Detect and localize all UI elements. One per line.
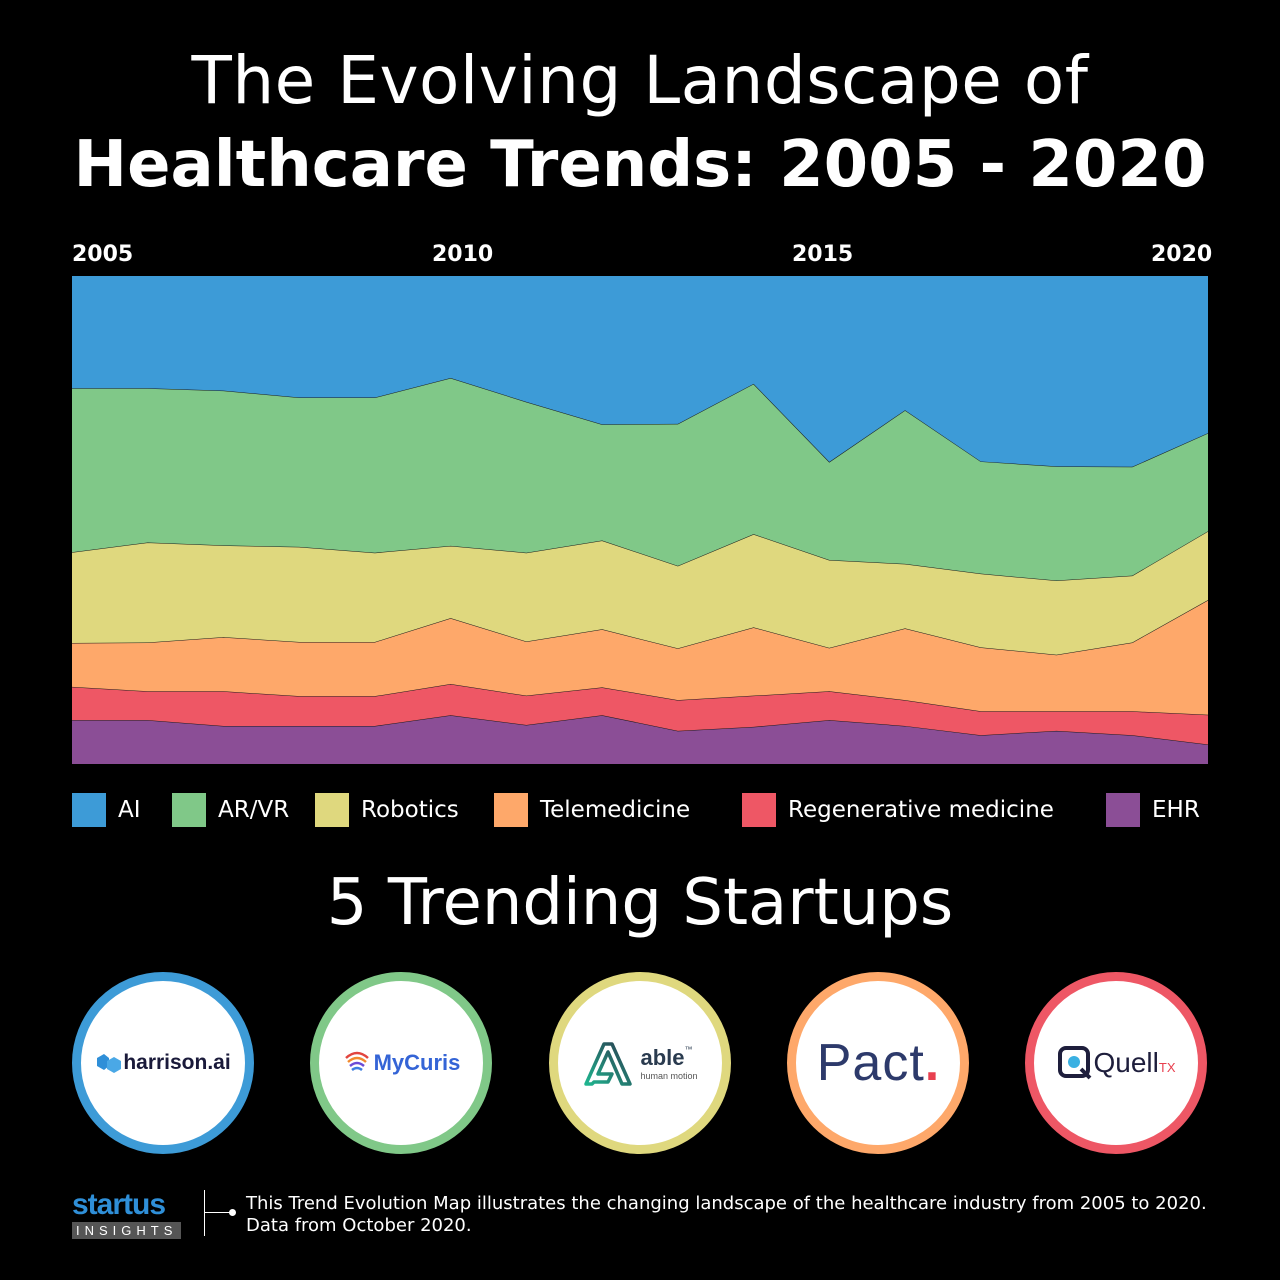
legend-label-ai: AI bbox=[118, 797, 141, 823]
quelltx-logo-icon bbox=[1057, 1046, 1091, 1080]
legend-item-arvr: AR/VR bbox=[172, 792, 289, 828]
able-logo-trademark: ™ bbox=[684, 1045, 693, 1054]
footer-description-line-2: Data from October 2020. bbox=[246, 1215, 472, 1236]
able-logo-icon bbox=[584, 1042, 633, 1086]
area-series-ar-vr bbox=[72, 377, 1208, 581]
legend-swatch-ai bbox=[72, 793, 106, 827]
startup-able[interactable]: able™ human motion bbox=[549, 972, 731, 1154]
legend-swatch-ehr bbox=[1106, 793, 1140, 827]
quelltx-logo-suffix: TX bbox=[1158, 1060, 1176, 1075]
legend-item-ehr: EHR bbox=[1106, 792, 1200, 828]
boundary-line-ar-vr bbox=[72, 377, 1208, 468]
stacked-area-chart bbox=[72, 276, 1208, 764]
legend-swatch-telemedicine bbox=[494, 793, 528, 827]
startup-harrison-ai[interactable]: harrison.ai bbox=[72, 972, 254, 1154]
mycuris-logo-icon bbox=[344, 1051, 369, 1072]
title-line-1: The Evolving Landscape of bbox=[191, 42, 1089, 119]
footer-brand-sub: INSIGHTS bbox=[72, 1222, 182, 1239]
legend-item-telemedicine: Telemedicine bbox=[494, 792, 690, 828]
x-tick-label-2010: 2010 bbox=[432, 242, 494, 267]
x-tick-label-2020: 2020 bbox=[1151, 242, 1213, 267]
x-tick-label-2015: 2015 bbox=[792, 242, 854, 267]
mycuris-logo-text: MyCuris bbox=[373, 1050, 461, 1075]
legend-swatch-regenerative-medicine bbox=[742, 793, 776, 827]
startup-quelltx[interactable]: Quell TX bbox=[1025, 972, 1207, 1154]
startus-insights-logo: startus INSIGHTS bbox=[72, 1190, 190, 1239]
area-series-ehr bbox=[72, 715, 1208, 764]
quelltx-logo-text: Quell bbox=[1093, 1047, 1159, 1078]
footer-brand-main: startus bbox=[72, 1188, 166, 1221]
startups-section-title: 5 Trending Startups bbox=[326, 866, 954, 940]
x-tick-label-2005: 2005 bbox=[72, 242, 134, 267]
legend-label-arvr: AR/VR bbox=[218, 797, 290, 823]
footer-divider bbox=[204, 1190, 205, 1236]
pact-logo-dot: . bbox=[924, 1034, 940, 1092]
legend-item-regenerative-medicine: Regenerative medicine bbox=[742, 792, 1054, 828]
area-series-ai bbox=[72, 276, 1208, 467]
footer-connector-line bbox=[205, 1212, 231, 1213]
legend-item-ai: AI bbox=[72, 792, 141, 828]
chart-legend: AI AR/VR Robotics Telemedicine Regenerat… bbox=[72, 792, 1208, 828]
harrison-ai-logo-text: harrison.ai bbox=[123, 1051, 231, 1074]
legend-item-robotics: Robotics bbox=[315, 792, 459, 828]
legend-label-ehr: EHR bbox=[1152, 797, 1200, 823]
footer-connector-dot bbox=[229, 1209, 236, 1216]
area-series-robotics bbox=[72, 531, 1208, 655]
legend-label-robotics: Robotics bbox=[361, 797, 459, 823]
legend-label-regenerative-medicine: Regenerative medicine bbox=[788, 797, 1054, 823]
startup-mycuris[interactable]: MyCuris bbox=[310, 972, 492, 1154]
harrison-ai-logo-icon bbox=[97, 1054, 122, 1073]
pact-logo-text: Pact bbox=[816, 1034, 925, 1092]
legend-swatch-robotics bbox=[315, 793, 349, 827]
startup-pact[interactable]: Pact. bbox=[787, 972, 969, 1154]
area-series-regenerative-medicine bbox=[72, 683, 1208, 745]
legend-swatch-arvr bbox=[172, 793, 206, 827]
title-line-2: Healthcare Trends: 2005 - 2020 bbox=[73, 128, 1207, 202]
legend-label-telemedicine: Telemedicine bbox=[540, 797, 691, 823]
able-logo-text: able bbox=[640, 1045, 685, 1070]
area-series-telemedicine bbox=[72, 600, 1208, 715]
footer-description-line-1: This Trend Evolution Map illustrates the… bbox=[246, 1193, 1207, 1214]
able-logo-subtext: human motion bbox=[640, 1071, 698, 1081]
boundary-line-telemedicine bbox=[72, 599, 1208, 656]
footer-description: This Trend Evolution Map illustrates the… bbox=[246, 1193, 1207, 1237]
